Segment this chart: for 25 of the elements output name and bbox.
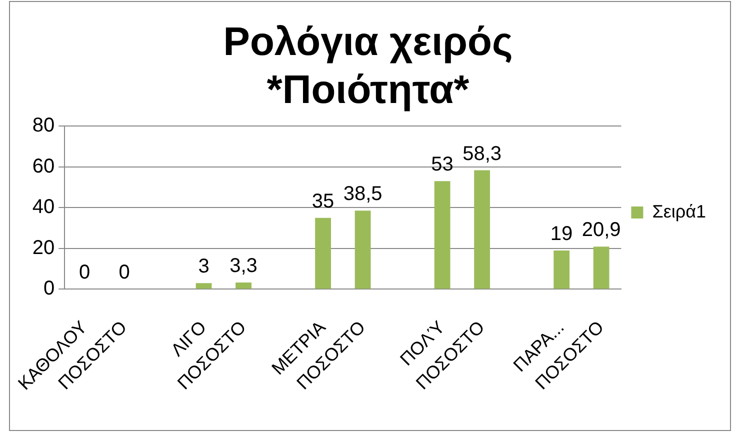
bar (474, 170, 490, 289)
y-tick-label: 60 (32, 155, 55, 178)
data-label: 20,9 (582, 219, 621, 242)
y-tick-label: 40 (32, 196, 55, 218)
bar (354, 210, 371, 289)
data-label: 0 (118, 262, 130, 284)
data-label: 19 (550, 222, 573, 245)
legend-label: Σειρά1 (652, 201, 706, 222)
bar (593, 246, 610, 289)
y-tick-label: 20 (32, 236, 55, 259)
data-label: 58,3 (462, 142, 502, 165)
bar (315, 218, 331, 289)
y-tick-label: 0 (44, 278, 55, 300)
data-label: 3,3 (230, 255, 258, 278)
chart-title: Ρολόγια χειρός *Ποιότητα* (223, 20, 513, 112)
bar (554, 250, 570, 289)
data-label: 3 (198, 256, 210, 278)
bar (434, 181, 450, 289)
data-label: 38,5 (343, 183, 382, 206)
y-tick-label: 80 (32, 114, 55, 137)
data-label: 35 (312, 190, 334, 212)
data-label: 53 (431, 154, 454, 176)
data-label: 0 (78, 262, 90, 284)
bar (196, 283, 212, 289)
bar (236, 282, 252, 289)
